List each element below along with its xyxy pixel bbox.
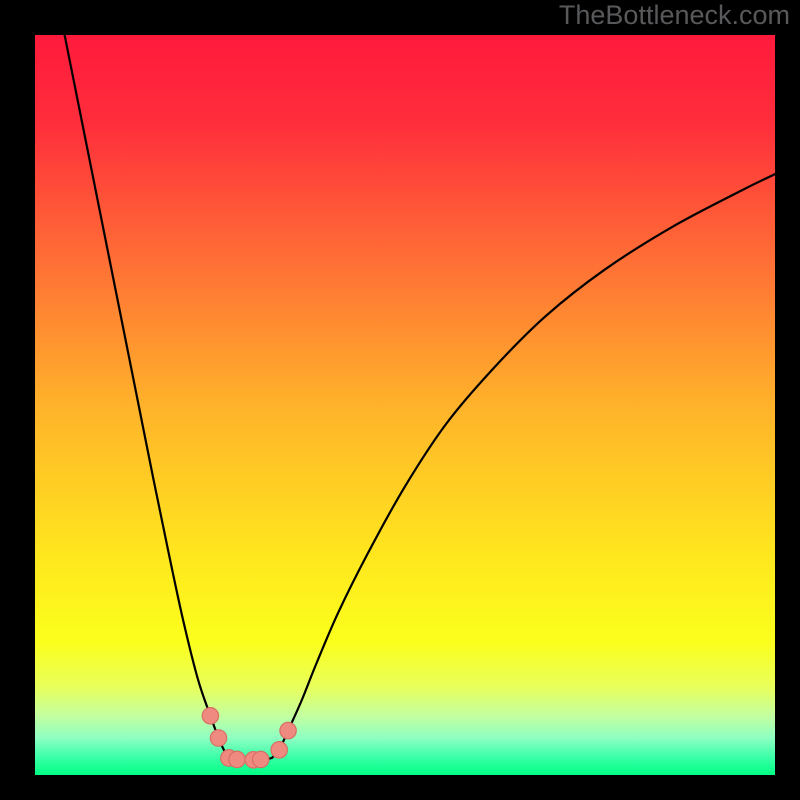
marker-point <box>271 742 287 758</box>
marker-point <box>253 751 269 767</box>
marker-point <box>229 751 245 767</box>
marker-point <box>210 730 226 746</box>
chart-frame: TheBottleneck.com <box>0 0 800 800</box>
marker-point <box>202 708 218 724</box>
plot-background <box>35 35 775 775</box>
bottleneck-curve-chart <box>35 35 775 775</box>
watermark-label: TheBottleneck.com <box>559 0 790 31</box>
plot-area <box>35 35 775 775</box>
marker-point <box>280 722 296 738</box>
